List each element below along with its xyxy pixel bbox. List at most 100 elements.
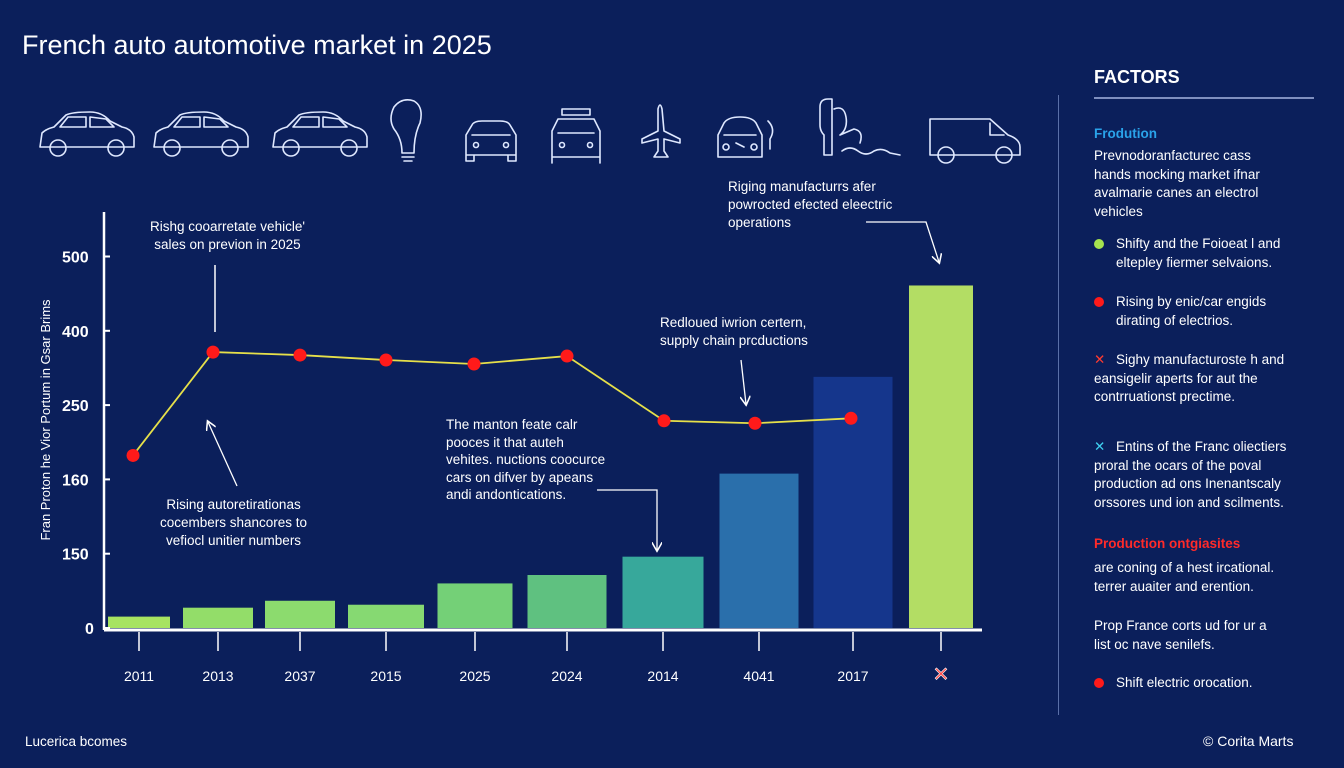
line-point-2011: [126, 448, 140, 462]
hatchback-car-icon: [39, 111, 135, 157]
factors-paragraph-1: Prevnodoranfacturec cass hands mocking ma…: [1094, 148, 1260, 219]
factor-bullet-3: ✕ Sighy manufacturoste h and eansigelir ap…: [1094, 352, 1285, 404]
annotation-3: The manton feate calr pooces it that aute…: [446, 417, 606, 502]
factors-paragraph-3: Prop France corts ud for ur a list oc nav…: [1094, 618, 1267, 652]
icon-stroke: [717, 116, 774, 158]
bar-4041: [719, 473, 799, 628]
bar-2024: [527, 574, 607, 628]
y-tick-label: 150: [62, 547, 89, 564]
line-point-2037: [293, 348, 307, 362]
icon-stroke: [39, 111, 135, 148]
annotation-3-arrow: [597, 489, 657, 550]
cyan-x-icon: ✕: [1094, 439, 1106, 454]
red-dot-icon: [1094, 678, 1104, 689]
icon-wheel: [586, 141, 594, 149]
line-point-2013: [206, 345, 220, 359]
van-icon: [929, 118, 1021, 164]
icon-wheel: [722, 143, 730, 151]
icon-wheel: [163, 139, 181, 157]
x-tick-label: 2037: [284, 668, 315, 684]
icon-stroke: [153, 111, 249, 148]
icon-wheel: [502, 141, 510, 149]
icon-stroke: [59, 116, 115, 128]
coupe-car-icon: [272, 111, 368, 157]
factors-paragraph-2: are coning of a hest ircational. terrer a…: [1094, 560, 1275, 594]
factors-heading-production: Frodution: [1094, 126, 1157, 141]
x-tick-label-x-icon: ✕: [933, 664, 950, 686]
annotation-2-arrow: [208, 422, 238, 487]
annotation-1: Rishg cooarretate vehicle' sales on previ…: [150, 219, 305, 252]
charging-station-icon: [819, 98, 901, 156]
icon-stroke: [641, 104, 681, 158]
icon-stroke: [292, 116, 348, 128]
line-point-2015: [379, 353, 393, 367]
bar-2037: [265, 600, 335, 628]
footer-copyright: © Corita Marts: [1203, 733, 1294, 749]
icon-wheel: [107, 139, 125, 157]
panel-divider: [1058, 95, 1059, 715]
sedan-car-icon: [153, 111, 249, 157]
x-tick-label: 4041: [743, 668, 774, 684]
icon-wheel: [340, 139, 358, 157]
line-point-2017: [844, 411, 858, 425]
car-front-icon: [465, 120, 517, 162]
icon-wheel: [49, 139, 67, 157]
x-tick-label: 2011: [124, 668, 154, 684]
x-tick-label: 2015: [370, 668, 401, 684]
bar-2013: [183, 607, 253, 628]
y-tick-label: 0: [85, 621, 94, 638]
factors-title: FACTORS: [1094, 67, 1180, 87]
red-dot-icon: [1094, 297, 1104, 308]
line-point-2024: [560, 349, 574, 363]
lightbulb-icon: [390, 99, 422, 162]
icon-stroke: [272, 111, 368, 148]
car-roof-box-icon: [551, 108, 601, 164]
icon-wheel: [750, 143, 758, 151]
icon-wheel: [937, 146, 955, 164]
y-axis-label: Fran Proton he Vior Portum in Gsar Brims: [38, 299, 53, 541]
annotation-4-arrow: [741, 359, 746, 404]
annotation-4: Redloued iwrion certern, supply chain prc…: [660, 315, 808, 348]
x-tick-label: 2013: [202, 668, 233, 684]
x-tick-label: 2025: [459, 668, 490, 684]
factor-bullet-2: Rising by enic/car engids dirating of ele…: [1094, 293, 1266, 330]
factor-bullet-1: Shifty and the Foioeat l and eltepley fie…: [1094, 235, 1280, 272]
icon-wheel: [282, 139, 300, 157]
factor-bullet-5: Shift electric orocation.: [1094, 674, 1253, 693]
y-tick-label: 400: [62, 324, 89, 341]
icon-wheel: [558, 141, 566, 149]
icon-wheel: [221, 139, 239, 157]
factors-rule: [1094, 97, 1314, 99]
x-tick-label: 2017: [837, 668, 868, 684]
icon-stroke: [390, 99, 422, 162]
bar-2011: [108, 616, 170, 628]
icon-stroke: [551, 108, 601, 164]
chart: Fran Proton he Vior Portum in Gsar Brims…: [38, 212, 982, 686]
y-tick-label: 160: [62, 472, 89, 489]
car-charging-icon: [717, 116, 774, 158]
icon-stroke: [173, 116, 229, 128]
icon-stroke: [929, 118, 1021, 156]
icon-stroke: [465, 120, 517, 162]
x-tick-label: 2024: [551, 668, 582, 684]
line-point-4041: [748, 416, 762, 430]
line-point-2014: [657, 414, 671, 428]
page-title: French auto automotive market in 2025: [22, 30, 492, 60]
bar-X: [909, 285, 973, 628]
bar-2014: [622, 556, 704, 628]
annotation-5-arrow: [866, 221, 939, 262]
line-point-2025: [467, 357, 481, 371]
icon-stroke: [819, 98, 901, 156]
red-x-icon: ✕: [1094, 352, 1106, 367]
x-tick-label: 2014: [647, 668, 678, 684]
icon-wheel: [995, 146, 1013, 164]
footer-source: Lucerica bcomes: [25, 734, 128, 749]
y-tick-label: 500: [62, 250, 89, 267]
airplane-icon: [641, 104, 681, 158]
annotation-5: Riging manufacturrs afer powrocted efecte…: [728, 179, 893, 230]
y-tick-label: 250: [62, 398, 89, 415]
bar-2025: [437, 583, 513, 628]
green-dot-icon: [1094, 239, 1104, 250]
bar-2015: [348, 604, 424, 628]
icon-row: [39, 98, 1021, 164]
